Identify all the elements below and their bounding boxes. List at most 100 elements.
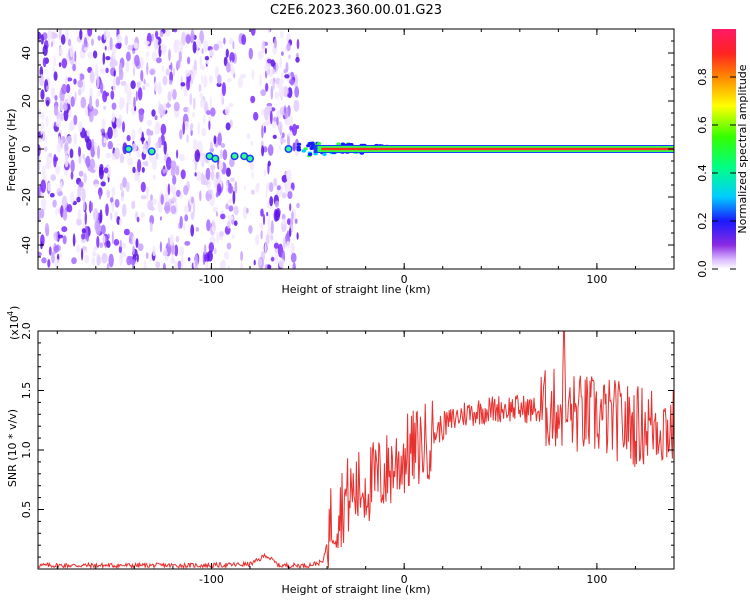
noise-blob [136,253,139,263]
noise-blob [261,145,265,157]
spectrogram-ticks: -100 0 100 -40 -20 0 20 40 [20,28,675,286]
signal-blob [232,153,238,159]
noise-blob [52,33,59,39]
x-tick-label: 0 [401,273,408,286]
noise-blob [47,182,51,192]
signal-blob [316,142,322,146]
noise-blob [137,159,142,173]
noise-blob [175,165,180,176]
noise-blob [56,143,62,153]
noise-blob [155,261,161,269]
noise-blob [122,121,125,133]
noise-blob [94,141,97,153]
noise-blob [279,78,284,85]
noise-blob [55,118,62,128]
noise-blob [53,55,56,67]
noise-blob [178,51,182,63]
noise-blob [215,211,218,217]
noise-blob [164,201,171,214]
noise-blob [281,192,287,199]
x-tick-label: -100 [199,573,224,586]
noise-blob [122,203,127,217]
noise-blob [81,233,86,240]
noise-blob [103,105,107,110]
noise-blob [264,106,269,121]
noise-blob [72,233,76,247]
noise-blob [218,161,224,171]
noise-blob [78,146,81,157]
noise-blob [45,115,49,128]
y-tick-label: 40 [20,46,33,60]
noise-blob [132,66,136,77]
noise-blob [233,205,239,216]
noise-blob [170,205,177,215]
noise-blob [194,172,197,177]
noise-blob [118,62,123,75]
noise-blob [104,45,107,51]
noise-blob [203,244,207,255]
noise-blob [176,189,181,198]
signal-blob [247,156,253,162]
noise-blob [190,29,195,43]
colorbar-tick-label: 0.8 [696,68,709,86]
noise-blob [111,200,115,213]
noise-blob [60,139,64,149]
noise-blob [208,116,212,122]
noise-blob [143,260,147,269]
noise-blob [55,208,58,216]
noise-blob [210,164,216,171]
noise-blob [100,128,106,134]
spectrogram-ylabel: Frequency (Hz) [5,109,18,192]
noise-blob [264,242,267,255]
noise-blob [219,261,223,269]
noise-blob [58,62,62,67]
noise-blob [207,250,213,262]
noise-blob [244,184,247,191]
noise-blob [183,185,189,196]
noise-blob [40,34,44,45]
noise-blob [234,181,238,194]
noise-blob [168,49,171,62]
noise-blob [272,80,275,91]
noise-blob [172,175,177,185]
noise-blob [274,252,278,265]
noise-blob [272,134,277,139]
noise-blob [165,156,172,170]
noise-blob [204,56,210,61]
noise-blob [205,260,208,269]
noise-blob [195,227,199,232]
noise-blob [127,44,134,51]
x-tick-label: 0 [401,573,408,586]
colorbar-tick-label: 0.2 [696,212,709,230]
noise-blob [274,209,281,222]
noise-blob [59,181,63,191]
noise-blob [259,223,263,228]
noise-blob [176,40,182,46]
noise-blob [91,38,94,46]
noise-blob [280,138,286,143]
noise-blob [136,174,141,183]
noise-blob [278,145,282,150]
noise-blob [66,83,71,94]
noise-blob [213,174,217,188]
noise-blob [189,124,192,132]
noise-blob [68,109,72,119]
noise-blob [76,218,82,226]
noise-blob [174,244,179,257]
noise-blob [230,177,235,182]
noise-blob [161,65,165,72]
noise-blob [134,54,140,67]
noise-blob [143,78,146,85]
noise-blob [261,125,264,139]
noise-blob [201,48,204,54]
noise-blob [131,200,136,210]
colorbar-ticks: 0.0 0.2 0.4 0.6 0.8 [696,68,736,278]
noise-blob [173,29,178,33]
signal-band-core [321,147,674,151]
noise-blob [59,46,63,55]
noise-blob [70,96,75,108]
noise-blob [100,181,106,187]
noise-blob [219,149,223,159]
noise-blob [38,208,41,223]
